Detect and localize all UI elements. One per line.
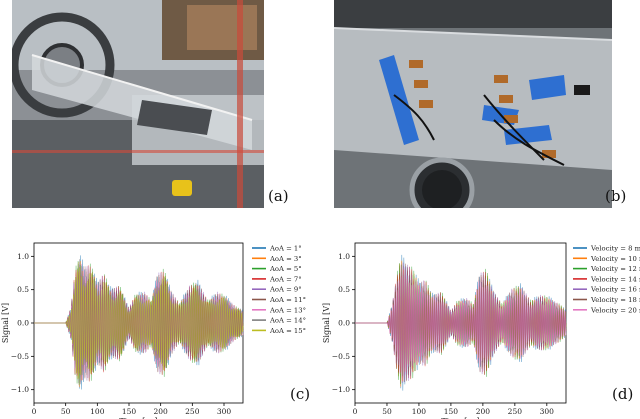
y-tick-label: −1.0 — [11, 385, 29, 394]
x-tick-label: 200 — [476, 407, 491, 416]
x-tick-label: 300 — [217, 407, 232, 416]
legend-entry-1: Velocity = 8 m/s — [590, 245, 640, 253]
legend-entry-2: AoA = 3° — [269, 255, 302, 263]
x-tick-label: 50 — [61, 407, 71, 416]
x-tick-label: 200 — [154, 407, 169, 416]
y-axis-label: Signal [V] — [1, 303, 10, 343]
panel-label-b: (b) — [605, 187, 627, 205]
legend-entry-5: Velocity = 16 m/s — [590, 286, 640, 294]
legend-entry-7: AoA = 13° — [269, 306, 306, 314]
x-tick-label: 150 — [444, 407, 459, 416]
y-tick-label: −0.5 — [11, 352, 29, 361]
x-tick-label: 300 — [540, 407, 555, 416]
y-tick-label: −1.0 — [332, 385, 350, 394]
x-axis-label: Time [μs] — [119, 417, 157, 419]
legend-entry-8: AoA = 14° — [269, 317, 306, 325]
photo-sensor-plate-closeup — [334, 0, 612, 208]
x-tick-label: 0 — [32, 407, 37, 416]
legend-entry-4: AoA = 7° — [269, 275, 302, 283]
panel-label-c: (c) — [290, 385, 311, 403]
y-tick-label: 0.0 — [17, 319, 29, 328]
y-tick-label: 0.5 — [17, 285, 29, 294]
legend-entry-4: Velocity = 14 m/s — [590, 275, 640, 283]
legend-entry-6: AoA = 11° — [269, 296, 306, 304]
velocity-signal-chart: 0 50 100 150 200 250 300 −1.0 −0.5 0.0 0.5 1.0 Time … — [322, 242, 640, 419]
x-axis-label: Time [μs] — [441, 417, 479, 419]
legend-entry-6: Velocity = 18 m/s — [590, 296, 640, 304]
legend-entry-3: Velocity = 12 m/s — [590, 265, 640, 273]
y-tick-label: 0.0 — [338, 319, 350, 328]
panel-label-a: (a) — [268, 187, 289, 205]
x-tick-label: 150 — [122, 407, 137, 416]
photo-wind-tunnel-test-section — [12, 0, 264, 208]
y-tick-label: 0.5 — [338, 285, 350, 294]
panel-label-d: (d) — [612, 385, 634, 403]
x-tick-label: 100 — [412, 407, 427, 416]
aoa-signal-chart: 0 50 100 150 200 250 300 −1.0 −0.5 0.0 0.5 1.0 Time … — [1, 242, 306, 419]
series-line-9 — [34, 267, 244, 379]
y-tick-label: 1.0 — [338, 252, 350, 261]
legend-entry-2: Velocity = 10 m/s — [590, 255, 640, 263]
x-tick-label: 100 — [90, 407, 105, 416]
x-tick-label: 50 — [382, 407, 392, 416]
x-tick-label: 250 — [508, 407, 523, 416]
x-tick-label: 0 — [353, 407, 358, 416]
y-tick-label: 1.0 — [17, 252, 29, 261]
x-tick-label: 250 — [185, 407, 200, 416]
legend-entry-5: AoA = 9° — [269, 286, 302, 294]
legend-entry-1: AoA = 1° — [269, 245, 302, 253]
series-line-7 — [355, 262, 567, 384]
legend-entry-9: AoA = 15° — [269, 327, 306, 335]
legend-entry-3: AoA = 5° — [269, 265, 302, 273]
y-axis-label: Signal [V] — [322, 303, 331, 343]
y-tick-label: −0.5 — [332, 352, 350, 361]
legend-entry-7: Velocity = 20 m/s — [590, 306, 640, 314]
